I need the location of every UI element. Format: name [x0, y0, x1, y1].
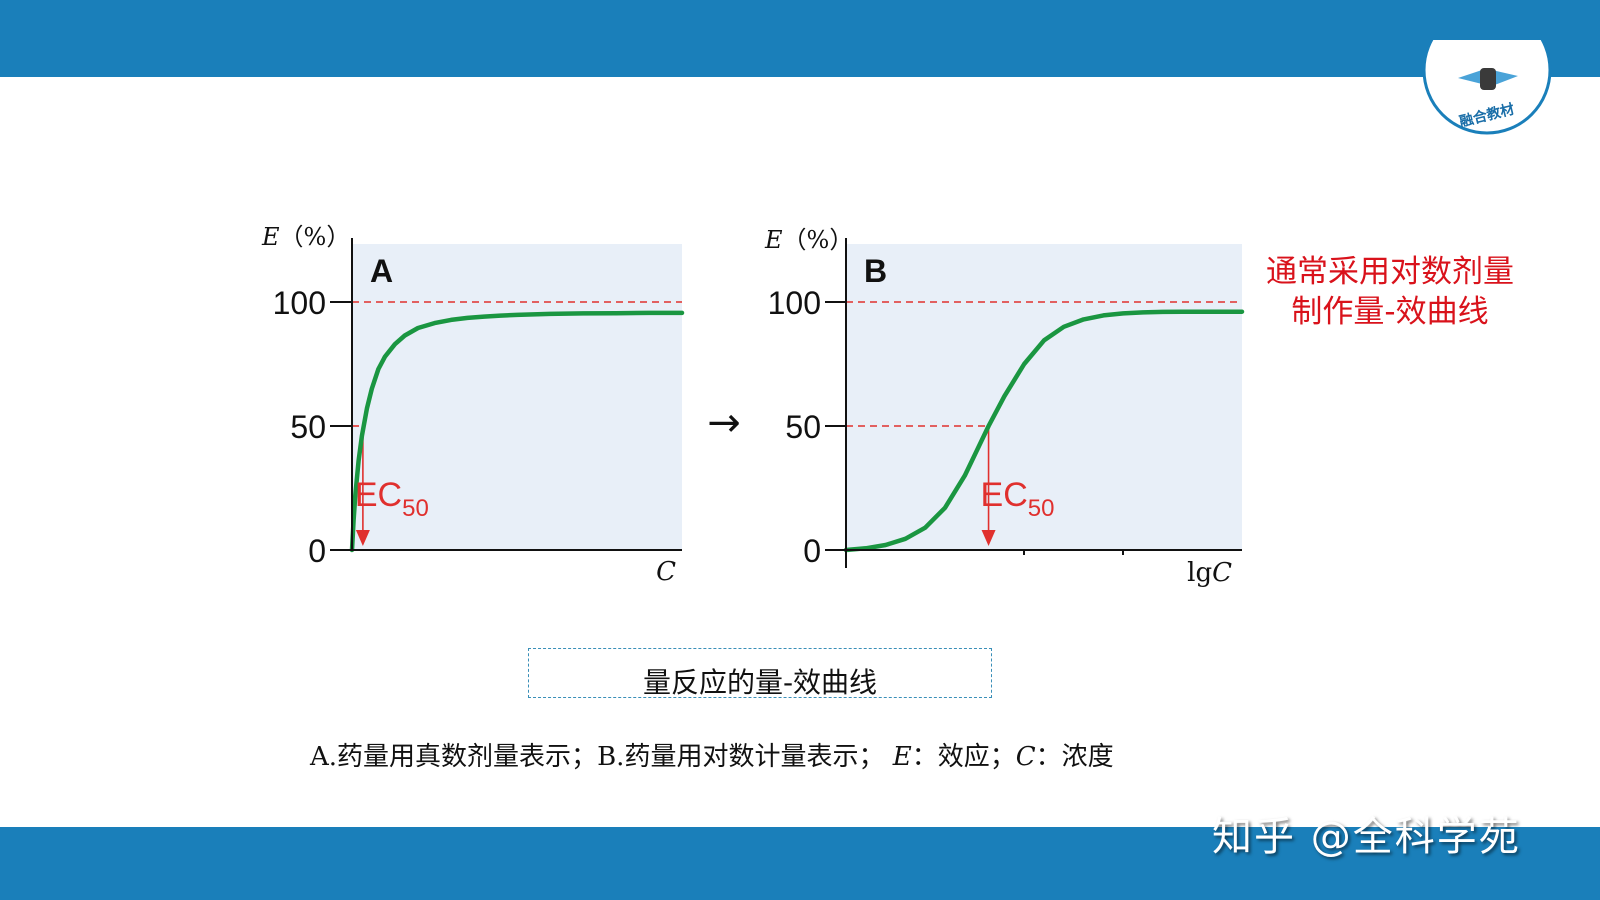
note-line-2: 制作量-效曲线 [1291, 294, 1489, 330]
note-line-1: 通常采用对数剂量 [1266, 254, 1514, 290]
legend-e-var: E [892, 742, 912, 772]
y-tick-label-100-a: 100 [273, 285, 326, 321]
ec50-label-b: EC50 [981, 476, 1055, 522]
caption-box [528, 648, 992, 698]
plot-background-b [846, 244, 1242, 550]
response-curve-b [843, 309, 1245, 553]
y-tick-label-50-b: 50 [785, 409, 821, 445]
y-tick-label-0-a: 0 [308, 533, 326, 569]
y-axis-label-a: E（%） [261, 223, 350, 251]
plot-background-a [352, 244, 682, 550]
legend-a-prefix: A. [310, 742, 338, 772]
x-axis-label-a: C [656, 557, 676, 587]
transition-arrow-icon: → [707, 400, 741, 446]
legend-b-text: 药量用对数计量表示； [624, 742, 885, 772]
ec50-arrow-b [981, 530, 996, 546]
ec50-label-a: EC50 [355, 476, 429, 522]
y-axis-label-b: E（%） [764, 226, 853, 254]
log-dose-note: 通常采用对数剂量 制作量-效曲线 [1240, 252, 1540, 332]
legend-c-var: C [1015, 742, 1036, 772]
y-tick-label-100-b: 100 [768, 285, 821, 321]
figure-caption: 量反应的量-效曲线 [642, 666, 878, 699]
panel-label-b: B [864, 253, 887, 289]
legend-c-text: ：浓度 [1035, 742, 1114, 772]
y-tick-label-50-a: 50 [290, 409, 326, 445]
x-axis-label-b: lgC [1187, 558, 1232, 588]
ec50-arrow-a [355, 530, 370, 546]
bottom-banner [0, 827, 1600, 900]
top-banner [0, 0, 1600, 77]
legend-b-prefix: B. [597, 742, 625, 772]
watermark: 知乎 @全科学苑 [1212, 814, 1521, 860]
panel-label-a: A [370, 253, 393, 289]
book-hand-logo-icon: 融合教材 [1420, 40, 1554, 135]
y-tick-label-0-b: 0 [803, 533, 821, 569]
legend-a-text: 药量用真数剂量表示； [337, 742, 598, 772]
figure-legend: A.药量用真数剂量表示；B.药量用对数计量表示； E：效应；C：浓度 [310, 736, 1114, 773]
legend-e-text: ：效应； [911, 742, 1016, 772]
response-curve-a [349, 310, 685, 553]
